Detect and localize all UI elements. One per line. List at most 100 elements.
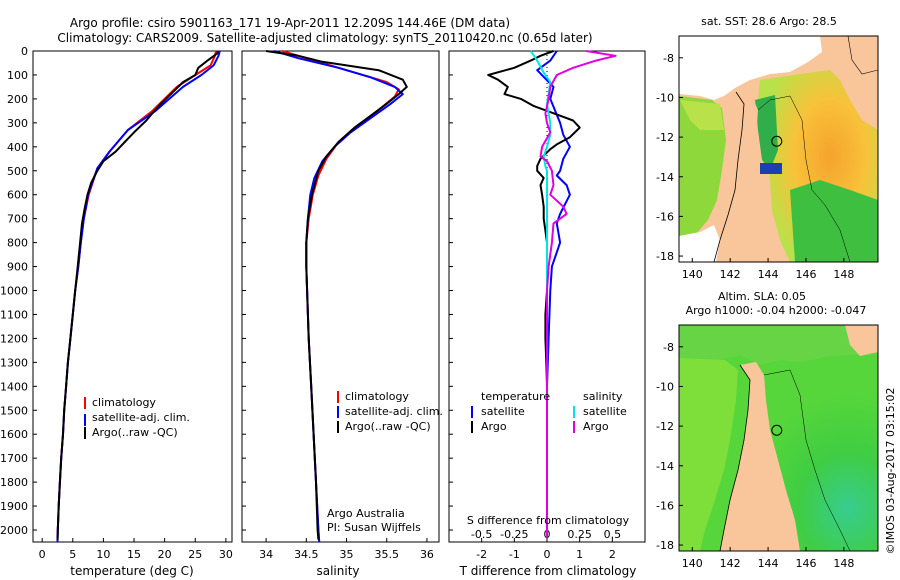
sla-map-content xyxy=(679,325,878,551)
temperature-xlabel: temperature (deg C) xyxy=(70,564,193,578)
y-tick-label: 1800 xyxy=(0,476,28,489)
temperature-panel: 0100200300400500600700800900100011001200… xyxy=(0,45,233,578)
x-tick-label: 36 xyxy=(420,548,434,561)
x-tick-label-salinity: 0.5 xyxy=(604,528,622,541)
series-line-t-satellite xyxy=(536,50,571,538)
sst-gulf-west xyxy=(679,96,726,262)
sst-gulf-patch xyxy=(680,100,724,130)
x-tick-label: 2 xyxy=(609,548,616,561)
y-tick-label: 2000 xyxy=(0,524,28,537)
sla-map-title-1: Altim. SLA: 0.05 xyxy=(718,290,806,303)
annotation-pi: PI: Susan Wijffels xyxy=(327,521,421,534)
x-tick-label: 30 xyxy=(219,548,233,561)
lat-tick-label: -14 xyxy=(656,171,674,184)
lat-tick-label: -10 xyxy=(656,380,674,393)
y-tick-label: 100 xyxy=(7,69,28,82)
sla-new-guinea xyxy=(845,325,878,356)
salinity-panel: 34 34.5 35 35.5 36 salinity climatology sate… xyxy=(241,50,443,578)
legend-label-climatology: climatology xyxy=(92,396,156,409)
lon-tick-label: 148 xyxy=(833,268,854,281)
y-tick-label: 600 xyxy=(7,189,28,202)
figure-title-line1: Argo profile: csiro 5901163_171 19-Apr-2… xyxy=(70,16,510,30)
salinity-lines xyxy=(265,50,408,543)
sst-coastal-band xyxy=(755,95,778,170)
difference-ticks: -2 -1 0 1 2-0.5 -0.25 0 0.25 0.5 xyxy=(449,50,622,561)
difference-xlabel: T difference from climatology xyxy=(459,564,637,578)
lat-tick-label: -8 xyxy=(663,341,674,354)
sst-new-guinea xyxy=(847,36,878,75)
series-line-s-argo xyxy=(539,50,617,538)
series-line-satellite-adj-clim- xyxy=(56,50,221,543)
sla-cape-york xyxy=(720,362,800,551)
sst-cape-york xyxy=(714,92,760,262)
legend-label-satellite: satellite-adj. clim. xyxy=(345,405,443,418)
legend-label-s-satellite: satellite xyxy=(583,405,627,418)
x-tick-label: 15 xyxy=(127,548,141,561)
salinity-legend: climatology satellite-adj. clim. Argo(..… xyxy=(337,390,443,433)
legend-label-t-argo: Argo xyxy=(481,420,507,433)
y-tick-label: 1100 xyxy=(0,308,28,321)
series-line-satellite-adj-clim- xyxy=(273,50,404,543)
x-tick-label: 25 xyxy=(188,548,202,561)
x-tick-label: 34 xyxy=(259,548,273,561)
lat-tick-label: -12 xyxy=(656,131,674,144)
x-tick-label: -1 xyxy=(509,548,520,561)
sla-gulf xyxy=(679,358,738,551)
difference-panel: -2 -1 0 1 2-0.5 -0.25 0 0.25 0.5 T difference fr… xyxy=(448,50,646,578)
lon-tick-label: 146 xyxy=(795,557,816,570)
lat-tick-label: -16 xyxy=(656,210,674,223)
sst-map-title: sat. SST: 28.6 Argo: 28.5 xyxy=(701,15,837,28)
lat-tick-label: -18 xyxy=(656,539,674,552)
y-tick-label: 1600 xyxy=(0,428,28,441)
y-tick-label: 0 xyxy=(21,45,28,58)
sst-map-frame xyxy=(678,35,879,263)
lat-tick-label: -14 xyxy=(656,460,674,473)
sla-map: Altim. SLA: 0.05 Argo h1000: -0.04 h2000… xyxy=(656,290,879,570)
sla-float-marker xyxy=(771,424,783,436)
difference-legend: temperature salinity satellite Argo sate… xyxy=(471,390,627,433)
lon-tick-label: 140 xyxy=(682,557,703,570)
sst-cloud-patch xyxy=(679,225,720,262)
y-tick-label: 1900 xyxy=(0,500,28,513)
y-tick-label: 900 xyxy=(7,261,28,274)
salinity-ticks: 34 34.5 35 35.5 36 xyxy=(242,50,434,561)
legend-label-t-satellite: satellite xyxy=(481,405,525,418)
series-line-argo-raw-qc- xyxy=(265,50,408,540)
series-line-climatology xyxy=(281,50,400,543)
imos-credit: ©IMOS 03-Aug-2017 03:15:02 xyxy=(884,388,897,555)
x-tick-label: 5 xyxy=(69,548,76,561)
difference-lines xyxy=(487,50,617,538)
legend-title-temperature: temperature xyxy=(481,390,550,403)
lat-tick-label: -10 xyxy=(656,91,674,104)
series-line-argo-raw-qc- xyxy=(56,50,219,540)
y-tick-label: 1300 xyxy=(0,356,28,369)
sla-map-ticks: 140 142 144 146 148 -8 -10 -12 -14 -16 -18 xyxy=(656,341,854,570)
sla-map-frame xyxy=(678,324,879,552)
sst-map-ticks: 140 142 144 146 148 -8 -10 -12 -14 -16 -18 xyxy=(656,52,854,281)
y-tick-label: 300 xyxy=(7,117,28,130)
legend-title-salinity: salinity xyxy=(583,390,623,403)
x-tick-label: 10 xyxy=(96,548,110,561)
x-tick-label: 35 xyxy=(340,548,354,561)
y-tick-label: 1200 xyxy=(0,332,28,345)
y-tick-label: 400 xyxy=(7,141,28,154)
y-tick-label: 1000 xyxy=(0,285,28,298)
lat-tick-label: -8 xyxy=(663,52,674,65)
y-tick-label: 1400 xyxy=(0,380,28,393)
difference-xlabel-top: S difference from climatology xyxy=(467,514,630,527)
y-tick-label: 1700 xyxy=(0,452,28,465)
x-tick-label: 1 xyxy=(576,548,583,561)
sla-coastline xyxy=(719,364,751,551)
y-tick-label: 200 xyxy=(7,93,28,106)
y-tick-label: 700 xyxy=(7,213,28,226)
x-tick-label: 20 xyxy=(158,548,172,561)
figure-title-line2: Climatology: CARS2009. Satellite-adjuste… xyxy=(57,31,592,45)
lon-tick-label: 144 xyxy=(758,268,779,281)
sst-open-sea-north xyxy=(679,36,822,100)
sst-south-green xyxy=(790,180,878,262)
x-tick-label-salinity: -0.5 xyxy=(471,528,492,541)
x-tick-label: 0 xyxy=(544,548,551,561)
legend-label-argo: Argo(..raw -QC) xyxy=(345,420,431,433)
lon-tick-label: 146 xyxy=(795,268,816,281)
legend-label-satellite: satellite-adj. clim. xyxy=(92,411,190,424)
